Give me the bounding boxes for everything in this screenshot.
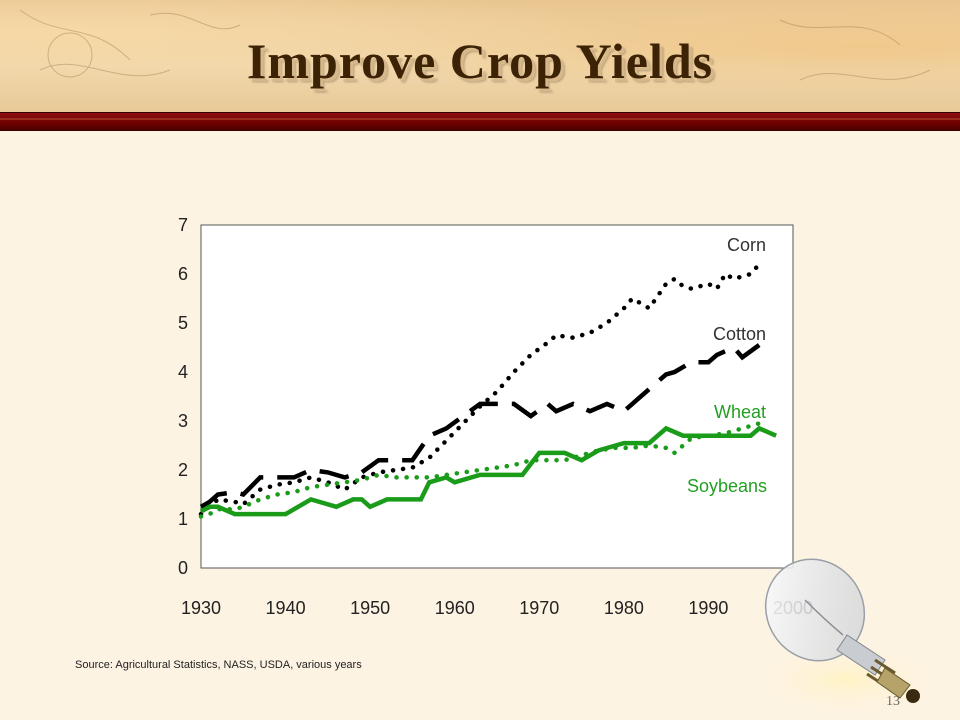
- series-line-cotton: [199, 343, 761, 509]
- banner-decoration: [19, 9, 931, 81]
- title-banner: [0, 0, 960, 115]
- series-label-cotton: Cotton: [713, 324, 766, 344]
- x-tick-label: 1990: [688, 598, 728, 618]
- source-note: Source: Agricultural Statistics, NASS, U…: [75, 659, 362, 671]
- series-line-wheat: [198, 421, 762, 519]
- y-tick-label: 4: [178, 362, 188, 382]
- series-line-soybeans: [199, 425, 777, 517]
- x-tick-label: 1970: [519, 598, 559, 618]
- series-line-corn: [198, 261, 762, 517]
- y-tick-label: 5: [178, 313, 188, 333]
- y-tick-label: 0: [178, 558, 188, 578]
- title-divider: [0, 112, 960, 131]
- light-bulb-icon: [735, 558, 955, 720]
- series-label-soybeans: Soybeans: [687, 476, 767, 496]
- y-tick-label: 7: [178, 215, 188, 235]
- y-tick-label: 3: [178, 411, 188, 431]
- x-tick-label: 1930: [181, 598, 221, 618]
- page-title: Improve Crop Yields: [246, 33, 714, 89]
- series-label-corn: Corn: [727, 235, 766, 255]
- x-tick-label: 1940: [266, 598, 306, 618]
- series-label-wheat: Wheat: [714, 402, 766, 422]
- plot-area: [200, 224, 794, 569]
- x-tick-label: 1960: [435, 598, 475, 618]
- y-tick-label: 1: [178, 509, 188, 529]
- y-tick-label: 2: [178, 460, 188, 480]
- x-tick-label: 1950: [350, 598, 390, 618]
- x-tick-label: 1980: [604, 598, 644, 618]
- y-tick-label: 6: [178, 264, 188, 284]
